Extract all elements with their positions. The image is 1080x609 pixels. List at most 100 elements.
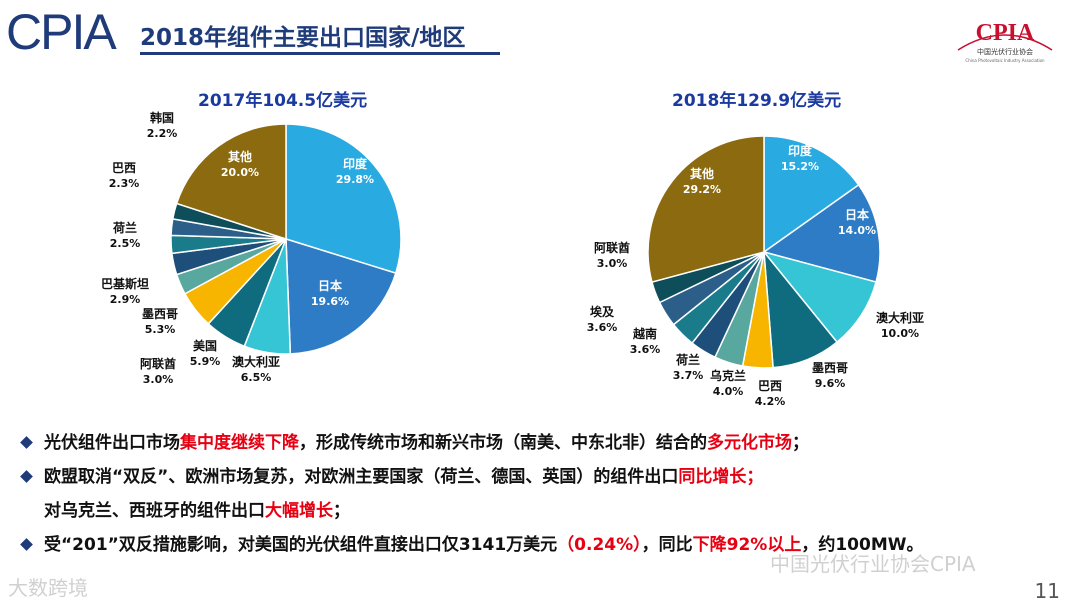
pie-chart-2018 <box>648 135 880 369</box>
pie-slice-pie1-2 <box>761 250 877 344</box>
highlight-text: （0.24%） <box>557 535 642 555</box>
bullet-text-part: ，同比 <box>641 535 693 555</box>
pie-label-name: 美国 <box>192 339 217 353</box>
pie-label-value: 10.0% <box>880 327 920 340</box>
highlight-text: 多元化市场 <box>707 433 792 453</box>
pie-label-value: 5.3% <box>144 323 176 336</box>
pie-label: 美国 5.9% <box>170 338 240 370</box>
pie-slice-pie1-0 <box>763 135 860 254</box>
chart-2017-title: 2017年104.5亿美元 <box>198 91 368 111</box>
pie-label-value: 29.2% <box>682 183 722 196</box>
pie-label-value: 3.6% <box>586 321 618 334</box>
bullet-text-part: 对乌克兰、西班牙的组件出口 <box>44 501 265 521</box>
pie-label-value: 4.2% <box>754 395 786 408</box>
pie-label-value: 3.7% <box>672 369 704 382</box>
pie-slice-pie0-1 <box>285 237 397 355</box>
pie-label: 埃及 3.6% <box>567 304 637 336</box>
bullet-text-part: ，约100MW。 <box>801 535 924 555</box>
pie-label: 乌克兰 4.0% <box>693 368 763 400</box>
bullet-text-part: 光伏组件出口市场 <box>44 433 180 453</box>
pie-label: 墨西哥 5.3% <box>125 306 195 338</box>
bullet-text-part: ； <box>792 433 809 453</box>
page-number: 11 <box>1034 579 1060 603</box>
pie-label-name: 澳大利亚 <box>231 355 280 369</box>
pie-label: 阿联酋 3.0% <box>123 356 193 388</box>
pie-label-value: 20.0% <box>220 166 260 179</box>
cpia-logo: CPIA <box>6 4 117 60</box>
bullet-line: 对乌克兰、西班牙的组件出口大幅增长； <box>18 496 1068 530</box>
bullet-text-part: 欧盟取消“双反”、欧洲市场复苏，对欧洲主要国家（荷兰、德国、英国）的组件出口 <box>44 467 679 487</box>
pie-label-value: 29.8% <box>335 173 375 186</box>
pie-label: 印度 15.2% <box>765 143 835 175</box>
pie-label: 巴西 2.3% <box>89 160 159 192</box>
pie-label-name: 墨西哥 <box>811 361 848 375</box>
pie-label-value: 15.2% <box>780 160 820 173</box>
brand-logo: CPIA 中国光伏行业协会 China Photovoltaic Industr… <box>950 10 1060 65</box>
pie-label: 澳大利亚 6.5% <box>221 354 291 386</box>
page-title: 2018年组件主要出口国家/地区 <box>140 25 466 51</box>
highlight-text: ； <box>746 467 764 487</box>
pie-label: 墨西哥 9.6% <box>795 360 865 392</box>
pie-label-name: 阿联酋 <box>139 357 176 371</box>
pie-label-name: 其他 <box>689 167 714 181</box>
pie-label-value: 3.0% <box>596 257 628 270</box>
pie-label: 阿联酋 3.0% <box>577 240 647 272</box>
pie-label-name: 日本 <box>844 208 869 222</box>
pie-label: 越南 3.6% <box>610 326 680 358</box>
pie-label-value: 2.3% <box>108 177 140 190</box>
watermark-right: 中国光伏行业协会CPIA <box>770 552 976 576</box>
pie-label: 澳大利亚 10.0% <box>865 310 935 342</box>
brand-subtitle-en: China Photovoltaic Industry Association <box>965 58 1045 63</box>
pie-label-name: 阿联酋 <box>593 241 630 255</box>
highlight-text: 大幅增长 <box>265 501 333 521</box>
bullet-diamond-icon <box>20 436 33 449</box>
pie-label-value: 19.6% <box>310 295 350 308</box>
pie-label-name: 巴基斯坦 <box>100 277 149 291</box>
pie-label-value: 9.6% <box>814 377 846 390</box>
pie-label-name: 乌克兰 <box>709 369 746 383</box>
pie-label-name: 韩国 <box>149 111 174 125</box>
pie-label-name: 越南 <box>632 327 657 341</box>
pie-label-value: 3.0% <box>142 373 174 386</box>
brand-subtitle: 中国光伏行业协会 <box>977 47 1033 56</box>
bullet-text: 受“201”双反措施影响，对美国的光伏组件直接出口仅3141万美元（0.24%）… <box>44 530 924 560</box>
bullet-line: 受“201”双反措施影响，对美国的光伏组件直接出口仅3141万美元（0.24%）… <box>18 530 1068 564</box>
pie-label-name: 巴西 <box>757 379 782 393</box>
pie-label-value: 5.9% <box>189 355 221 368</box>
bullet-text-part: ； <box>333 501 350 521</box>
pie-label-value: 6.5% <box>240 371 272 384</box>
pie-label-name: 澳大利亚 <box>875 311 924 325</box>
pie-slice-pie1-1 <box>762 183 880 283</box>
pie-label: 其他 20.0% <box>205 149 275 181</box>
chart-2018-title: 2018年129.9亿美元 <box>672 91 842 111</box>
bullet-text-part: 受“201”双反措施影响，对美国的光伏组件直接出口仅3141万美元 <box>44 535 558 555</box>
pie-label: 韩国 2.2% <box>127 110 197 142</box>
pie-label-name: 其他 <box>227 150 252 164</box>
pie-label: 巴西 4.2% <box>735 378 805 410</box>
pie-label: 其他 29.2% <box>667 166 737 198</box>
pie-label-name: 日本 <box>317 279 342 293</box>
pie-label-name: 巴西 <box>111 161 136 175</box>
pie-label-name: 埃及 <box>589 305 614 319</box>
brand-logo-text: CPIA <box>976 20 1035 46</box>
pie-label-value: 2.9% <box>109 293 141 306</box>
pie-label: 荷兰 2.5% <box>90 220 160 252</box>
bullet-diamond-icon <box>20 538 33 551</box>
watermark-left: 大数跨境 <box>8 576 88 600</box>
bullet-list: 光伏组件出口市场集中度继续下降，形成传统市场和新兴市场（南美、中东北非）结合的多… <box>18 428 1068 564</box>
bullet-text-part: ，形成传统市场和新兴市场（南美、中东北非）结合的 <box>299 433 707 453</box>
pie-label-value: 2.2% <box>146 127 178 140</box>
pie-label: 巴基斯坦 2.9% <box>90 276 160 308</box>
pie-slice-pie0-0 <box>285 123 402 275</box>
pie-label-name: 印度 <box>787 144 812 158</box>
bullet-diamond-icon <box>20 470 33 483</box>
bullet-text: 对乌克兰、西班牙的组件出口大幅增长； <box>44 496 350 526</box>
pie-label-name: 荷兰 <box>112 221 137 235</box>
pie-label: 荷兰 3.7% <box>653 352 723 384</box>
bullet-text: 欧盟取消“双反”、欧洲市场复苏，对欧洲主要国家（荷兰、德国、英国）的组件出口同比… <box>44 462 763 492</box>
pie-label-name: 墨西哥 <box>141 307 178 321</box>
pie-label: 日本 14.0% <box>822 207 892 239</box>
pie-label-name: 荷兰 <box>675 353 700 367</box>
title-underline <box>140 52 500 55</box>
pie-label-value: 3.6% <box>629 343 661 356</box>
